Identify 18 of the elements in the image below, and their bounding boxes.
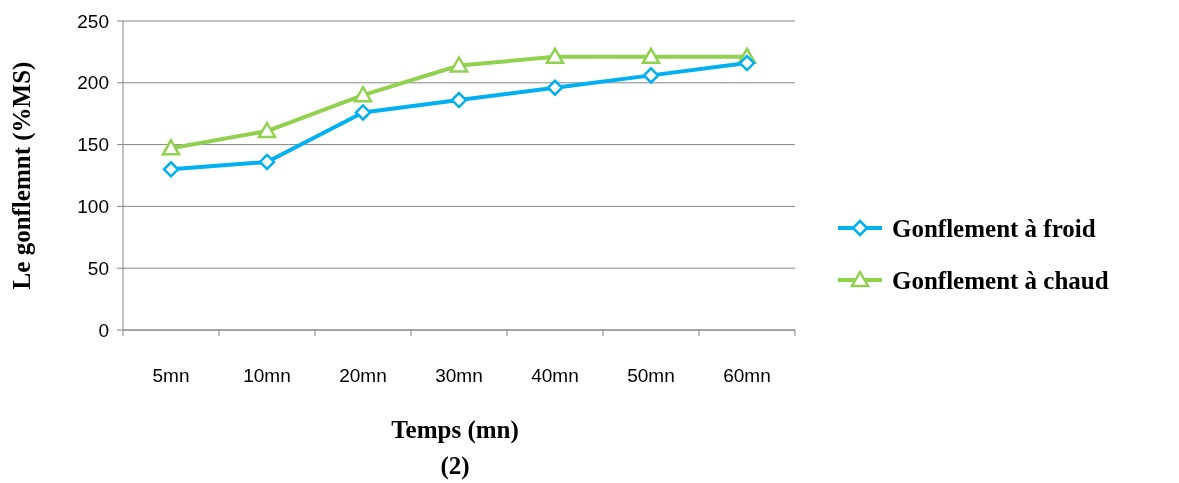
y-tick-label: 100 — [77, 196, 109, 218]
x-tick-label: 20mn — [339, 365, 387, 386]
y-tick-label: 250 — [77, 10, 109, 32]
x-tick-label: 50mn — [627, 365, 675, 386]
y-tick-label: 200 — [77, 72, 109, 94]
x-tick-label: 40mn — [531, 365, 579, 386]
x-tick-label: 10mn — [243, 365, 291, 386]
y-tick-label: 50 — [87, 257, 109, 279]
text: (2) — [440, 452, 470, 480]
x-axis-title: Temps (mn) — [391, 416, 519, 444]
x-tick-label: 30mn — [435, 365, 483, 386]
y-tick-label: 0 — [98, 319, 109, 341]
x-tick-label: 5mn — [152, 365, 190, 386]
legend-label: Gonflement à chaud — [892, 266, 1109, 294]
x-tick-label: 60mn — [723, 365, 771, 386]
y-axis-title: Le gonflemnt (%MS) — [8, 61, 36, 290]
y-tick-label: 150 — [77, 134, 109, 156]
legend-label: Gonflement à froid — [892, 214, 1096, 242]
